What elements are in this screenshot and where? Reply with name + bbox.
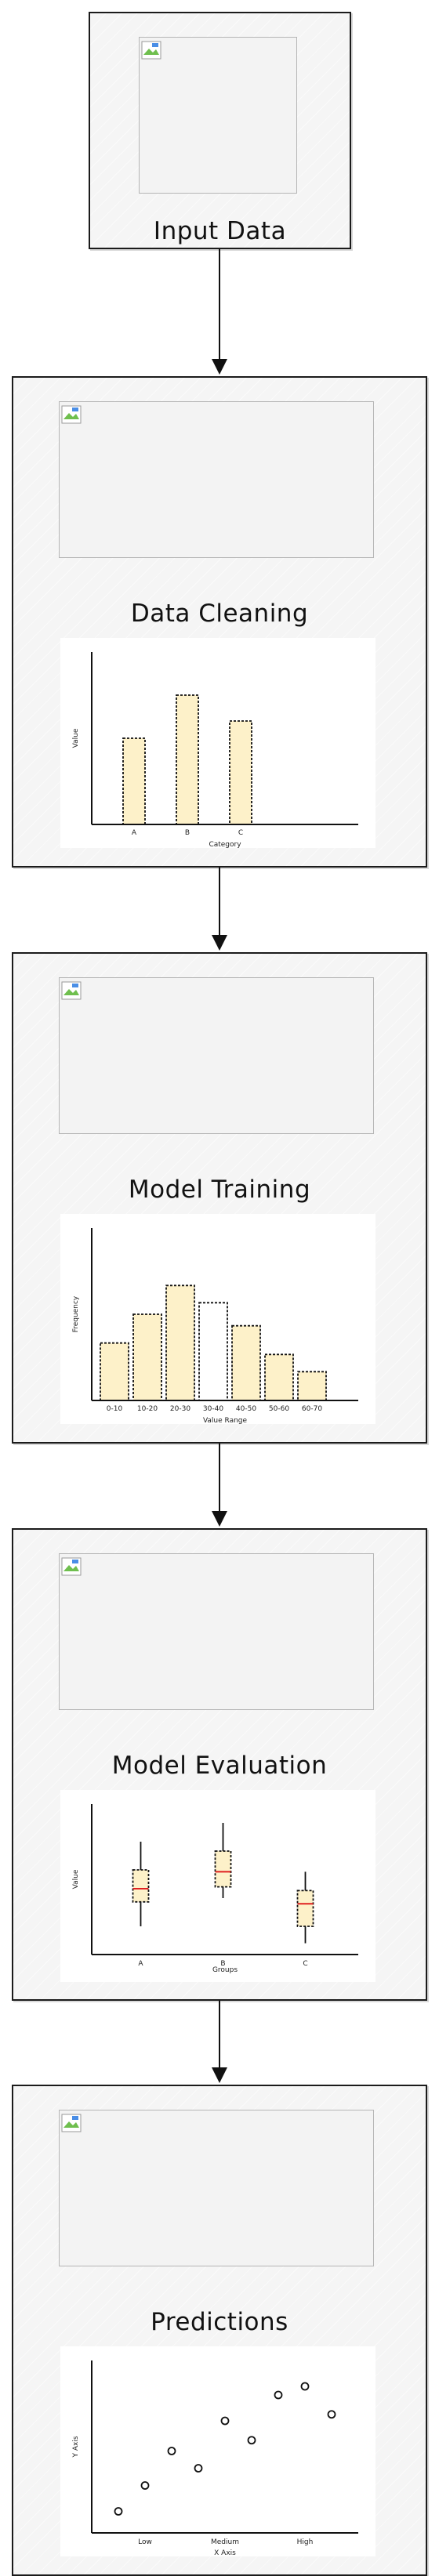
chart-panel-histogram: 0-10 10-20 20-30 30-40 40-50 50-60 60-70 Value …	[60, 1214, 376, 1424]
histogram-bar	[132, 1313, 162, 1401]
x-tick-label: C	[238, 829, 243, 837]
x-tick-label: 0-10	[107, 1405, 123, 1413]
image-placeholder	[139, 37, 297, 194]
x-tick-label: 30-40	[203, 1405, 223, 1413]
chart-panel-box-plot: A B C Groups Value	[60, 1790, 376, 1982]
x-tick-label: B	[220, 1960, 225, 1968]
broken-image-icon	[61, 2114, 82, 2132]
x-tick-label: Medium	[211, 2538, 239, 2546]
scatter-point	[220, 2416, 230, 2426]
step-card-input-data: Input Data	[89, 12, 351, 249]
x-axis-label: Value Range	[203, 1417, 248, 1424]
broken-image-icon	[61, 405, 82, 424]
chart-panel-bar: A B C Category Value	[60, 638, 376, 848]
x-tick-label: 20-30	[170, 1405, 190, 1413]
step-title: Input Data	[153, 217, 287, 245]
bar	[229, 720, 252, 825]
step-title: Predictions	[151, 2308, 288, 2336]
bar-chart: A B C Category Value	[72, 652, 358, 848]
broken-image-icon	[141, 41, 161, 60]
step-card-predictions: Predictions Low Medium High X Axis Y Axis	[12, 2085, 427, 2576]
x-axis-label: X Axis	[214, 2549, 236, 2556]
y-axis-label: Frequency	[72, 1295, 80, 1332]
histogram-bar	[100, 1342, 129, 1401]
image-placeholder	[59, 1553, 374, 1710]
y-axis-label: Value	[72, 1869, 80, 1889]
chart-panel-scatter: Low Medium High X Axis Y Axis	[60, 2346, 376, 2556]
scatter-chart: Low Medium High X Axis Y Axis	[72, 2360, 358, 2556]
step-title: Model Evaluation	[111, 1752, 328, 1780]
box-iqr	[214, 1850, 232, 1888]
broken-image-icon	[61, 981, 82, 1000]
scatter-point	[140, 2481, 150, 2490]
image-placeholder	[59, 977, 374, 1134]
x-axis-label: Category	[209, 841, 241, 848]
scatter-point	[194, 2464, 203, 2473]
image-placeholder	[59, 401, 374, 558]
y-axis-label: Value	[72, 728, 80, 748]
x-tick-label: A	[132, 829, 137, 837]
scatter-point	[247, 2436, 256, 2445]
x-tick-label: 50-60	[269, 1405, 289, 1413]
scatter-point	[300, 2382, 310, 2391]
scatter-point	[327, 2410, 336, 2419]
x-tick-label: Low	[138, 2538, 152, 2546]
image-placeholder	[59, 2110, 374, 2266]
step-title: Data Cleaning	[130, 600, 309, 628]
scatter-point	[167, 2447, 176, 2455]
histogram-bar	[231, 1324, 261, 1401]
step-card-data-cleaning: Data Cleaning A B C Category Value	[12, 376, 427, 868]
x-tick-label: 40-50	[236, 1405, 256, 1413]
scatter-point	[274, 2390, 283, 2400]
x-tick-label: A	[138, 1960, 143, 1968]
x-tick-label: 10-20	[137, 1405, 158, 1413]
histogram-chart: 0-10 10-20 20-30 30-40 40-50 50-60 60-70 Value …	[72, 1228, 358, 1424]
step-title: Model Training	[128, 1176, 311, 1204]
bar	[122, 737, 146, 825]
step-card-model-training: Model Training 0-10 10-20 20-30 30-40 40-50 5…	[12, 952, 427, 1444]
y-axis-label: Y Axis	[72, 2436, 80, 2458]
x-axis-label: Groups	[212, 1966, 238, 1974]
x-tick-label: 60-70	[302, 1405, 322, 1413]
step-card-model-evaluation: Model Evaluation A B C Groups Value	[12, 1528, 427, 2001]
box-iqr	[296, 1889, 314, 1927]
box-iqr	[132, 1869, 150, 1903]
x-tick-label: B	[185, 829, 190, 837]
scatter-point	[114, 2507, 123, 2516]
histogram-bar	[198, 1302, 228, 1401]
x-tick-label: High	[297, 2538, 314, 2546]
broken-image-icon	[61, 1557, 82, 1576]
x-tick-label: C	[303, 1960, 307, 1968]
histogram-bar	[165, 1284, 195, 1401]
box-plot-chart: A B C Groups Value	[72, 1804, 358, 1974]
